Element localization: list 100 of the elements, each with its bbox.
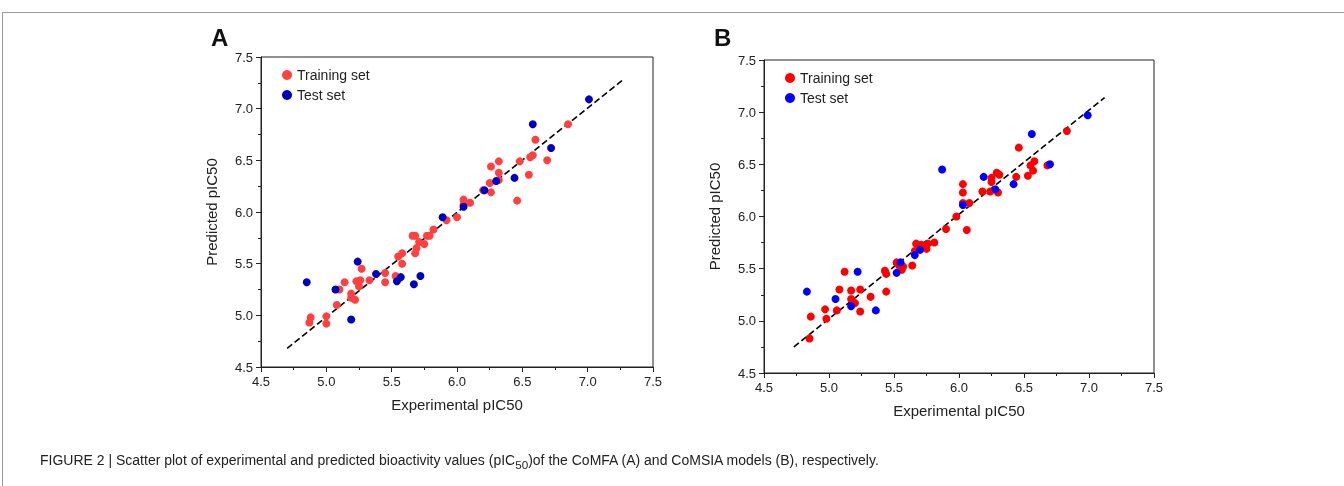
point xyxy=(856,285,865,294)
point xyxy=(365,276,374,285)
point xyxy=(853,267,862,276)
point xyxy=(515,157,524,166)
x-tick-label: 4.5 xyxy=(754,380,774,395)
y-tick-label: 7.0 xyxy=(234,101,253,117)
point xyxy=(1027,130,1036,139)
point xyxy=(806,312,815,321)
point xyxy=(882,287,891,296)
chart-title: A xyxy=(211,23,229,51)
point xyxy=(847,286,856,295)
y-tick-label: 6.5 xyxy=(234,152,253,168)
point xyxy=(831,294,840,303)
point xyxy=(543,156,552,165)
point xyxy=(306,313,315,322)
point xyxy=(979,172,988,181)
point xyxy=(322,319,331,328)
x-tick-label: 5.5 xyxy=(884,380,904,395)
point xyxy=(847,302,856,311)
x-axis-title: Experimental pIC50 xyxy=(893,402,1025,419)
point xyxy=(1083,111,1092,120)
point xyxy=(962,226,971,235)
point xyxy=(332,301,341,309)
point xyxy=(486,162,495,171)
point xyxy=(438,213,447,222)
point xyxy=(958,180,967,189)
point xyxy=(805,334,814,343)
point xyxy=(524,170,533,179)
caption: FIGURE 2 | Scatter plot of experimental and predicted bioactivity values (pIC$_{50}$)of the CoMFA (A) and CoMSIA models (B), respectively. xyxy=(40,452,879,471)
y-tick-label: 5.5 xyxy=(234,256,253,272)
x-tick-label: 6.0 xyxy=(447,374,467,389)
point xyxy=(381,268,390,277)
point xyxy=(466,198,475,207)
y-tick-label: 5.5 xyxy=(737,261,756,277)
x-tick-label: 4.5 xyxy=(251,374,271,389)
point xyxy=(952,212,961,221)
point xyxy=(835,285,844,294)
x-tick-label: 6.5 xyxy=(1014,380,1034,395)
point xyxy=(398,249,407,258)
y-tick-label: 6.0 xyxy=(234,204,253,220)
point xyxy=(353,257,362,266)
point xyxy=(547,143,556,152)
point xyxy=(485,179,494,188)
point xyxy=(1062,126,1071,135)
point xyxy=(871,306,880,315)
x-tick-label: 7.0 xyxy=(1079,380,1099,395)
point xyxy=(494,168,503,177)
point xyxy=(942,225,950,234)
point xyxy=(584,95,593,104)
point xyxy=(302,278,311,287)
legend-label: Test set xyxy=(800,90,849,106)
point xyxy=(916,245,924,254)
x-axis-title: Experimental pIC50 xyxy=(391,396,523,413)
legend-label: Training set xyxy=(297,67,370,83)
y-tick-label: 7.5 xyxy=(234,49,253,65)
point xyxy=(494,157,503,166)
point xyxy=(866,292,875,301)
point xyxy=(832,306,841,315)
point xyxy=(910,251,919,260)
point xyxy=(528,120,537,129)
point xyxy=(322,312,331,321)
x-tick-label: 5.0 xyxy=(317,374,336,389)
point xyxy=(930,238,939,247)
x-tick-label: 5.5 xyxy=(382,374,401,389)
point xyxy=(398,259,407,268)
point xyxy=(381,278,390,287)
point xyxy=(486,188,495,197)
point xyxy=(416,272,425,281)
point xyxy=(409,280,418,289)
point xyxy=(1030,157,1039,166)
y-tick-label: 6.5 xyxy=(737,156,756,172)
y-tick-label: 7.0 xyxy=(737,104,756,120)
x-tick-label: 6.5 xyxy=(513,374,532,389)
x-tick-label: 7.0 xyxy=(578,374,597,389)
x-tick-label: 7.5 xyxy=(1144,380,1164,395)
legend-label: Test set xyxy=(297,87,346,103)
y-tick-label: 5.0 xyxy=(737,313,756,329)
point xyxy=(802,287,811,296)
y-tick-label: 7.5 xyxy=(737,52,756,68)
point xyxy=(531,135,540,144)
point xyxy=(1029,166,1038,175)
y-axis-title: Predicted pIC50 xyxy=(706,162,723,271)
point xyxy=(923,239,932,248)
point xyxy=(429,225,438,234)
point xyxy=(513,196,522,205)
point xyxy=(510,173,519,182)
point xyxy=(564,120,573,129)
point xyxy=(357,264,366,273)
y-tick-label: 5.0 xyxy=(234,307,253,323)
point xyxy=(821,305,830,314)
y-tick-label: 6.0 xyxy=(737,209,756,224)
point xyxy=(347,315,356,324)
point xyxy=(420,240,429,249)
point xyxy=(1009,180,1018,189)
legend-label: Training set xyxy=(800,70,873,86)
point xyxy=(892,268,901,277)
point xyxy=(371,270,380,278)
point xyxy=(856,307,865,316)
point xyxy=(1012,172,1021,181)
point xyxy=(1014,143,1023,152)
